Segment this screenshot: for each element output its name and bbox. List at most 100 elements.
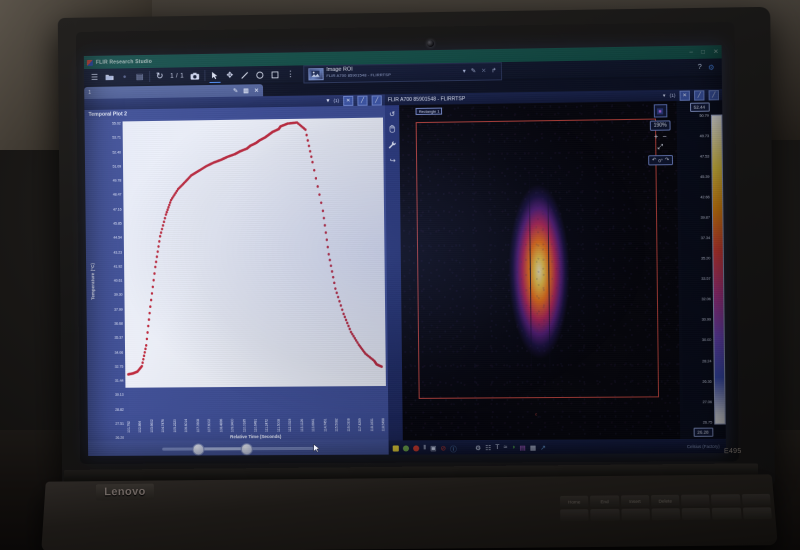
window-controls[interactable]: – □ ✕: [689, 45, 718, 59]
x-tick: 108.4896: [218, 418, 223, 433]
levels-icon[interactable]: ☷: [485, 444, 492, 452]
edit-icon[interactable]: ✎: [470, 68, 477, 75]
folder-open-icon[interactable]: [102, 69, 117, 84]
info-icon[interactable]: ⓘ: [450, 445, 457, 453]
scale-min-label[interactable]: 26.28: [693, 428, 713, 437]
key[interactable]: [651, 508, 681, 521]
histogram-icon[interactable]: ▤: [519, 444, 526, 452]
move-tool-icon[interactable]: ✥: [226, 70, 234, 80]
edit-icon[interactable]: ╱: [694, 89, 705, 101]
plot-canvas[interactable]: [122, 117, 386, 388]
data-point: [166, 205, 170, 209]
image-roi-chip[interactable]: Image ROI FLIR A700 85901548 - FLIRRTSP …: [302, 61, 502, 84]
key[interactable]: Insert: [620, 495, 650, 507]
no-entry-icon[interactable]: ⊘: [440, 444, 447, 452]
help-icon[interactable]: ?: [697, 63, 702, 72]
fit-to-screen-icon[interactable]: ⤢: [657, 143, 664, 152]
hand-pan-icon[interactable]: [388, 124, 396, 134]
plot-title: Temporal Plot 2: [88, 111, 128, 118]
close-icon[interactable]: ✕: [343, 95, 354, 106]
zoom-level[interactable]: 190%: [649, 120, 672, 131]
slider-track[interactable]: [162, 443, 314, 456]
scale-tick: 30.00: [701, 338, 712, 343]
file-icon[interactable]: ▤: [135, 72, 144, 82]
select-tool-icon[interactable]: [207, 68, 222, 83]
key[interactable]: [742, 507, 772, 520]
y-tick: 34.06: [114, 350, 124, 355]
scale-max-label[interactable]: 52.44: [689, 102, 710, 112]
data-point: [152, 278, 155, 281]
minimize-icon[interactable]: –: [689, 49, 693, 56]
camera-icon[interactable]: [187, 68, 202, 83]
key[interactable]: [590, 508, 620, 521]
key[interactable]: [712, 507, 742, 520]
line-tool-icon[interactable]: [237, 67, 252, 82]
text-tool-icon[interactable]: T: [495, 443, 500, 452]
edit-icon[interactable]: ✎: [233, 88, 239, 95]
share-icon[interactable]: ↱: [491, 68, 497, 75]
data-point: [257, 139, 260, 143]
rotation-control[interactable]: ↶ 0° ↷: [647, 154, 674, 166]
key[interactable]: Home: [560, 495, 589, 508]
key[interactable]: [560, 509, 589, 522]
close-icon[interactable]: ✕: [253, 87, 260, 94]
snapshot-icon[interactable]: ▣: [430, 444, 437, 452]
pause-icon[interactable]: ‖: [423, 444, 427, 452]
refresh-icon[interactable]: ↻: [155, 70, 164, 81]
chevron-down-icon[interactable]: ▾: [326, 98, 330, 105]
grid-icon[interactable]: ▦: [529, 444, 537, 452]
gear-icon[interactable]: ⚙: [707, 64, 715, 72]
y-tick: 37.99: [114, 307, 123, 312]
close-icon[interactable]: ✕: [679, 90, 690, 101]
slider-handle-right[interactable]: [240, 443, 253, 456]
key[interactable]: End: [590, 495, 619, 508]
key[interactable]: [681, 507, 711, 520]
key[interactable]: [620, 508, 650, 521]
chevron-down-icon[interactable]: ▾: [462, 68, 466, 75]
zoom-in-icon[interactable]: +: [653, 133, 659, 141]
data-point: [318, 193, 321, 196]
zoom-out-icon[interactable]: −: [662, 133, 667, 141]
close-icon[interactable]: ✕: [713, 49, 719, 56]
wrench-icon[interactable]: [388, 141, 396, 151]
data-point: [156, 249, 159, 253]
rotate-cw-icon[interactable]: ↷: [664, 157, 670, 164]
palette-icon[interactable]: [653, 104, 667, 118]
undo-icon[interactable]: ↺: [389, 111, 396, 119]
layout-grid-icon[interactable]: ▦: [243, 87, 249, 95]
menu-icon[interactable]: ☰: [90, 72, 99, 82]
trend-icon[interactable]: ↗: [540, 444, 546, 452]
status-dot-green[interactable]: [402, 444, 410, 452]
rect-tool-icon[interactable]: [268, 67, 283, 82]
unit-label[interactable]: Celsius (Factory): [686, 443, 720, 450]
wave-icon[interactable]: ≈: [503, 443, 508, 452]
keyboard-keys[interactable]: Home End Insert Delete: [560, 493, 774, 549]
rotate-ccw-icon[interactable]: ↶: [651, 157, 657, 164]
redo-icon[interactable]: ↪: [389, 157, 396, 165]
roi-rectangle[interactable]: [415, 118, 660, 399]
close-icon[interactable]: ✕: [481, 68, 487, 75]
more-options-icon[interactable]: ⋮: [286, 69, 295, 79]
data-point: [336, 295, 340, 299]
edit-icon[interactable]: ╱: [357, 95, 368, 106]
key[interactable]: [681, 494, 711, 507]
key[interactable]: Delete: [650, 494, 680, 507]
key[interactable]: [741, 493, 771, 506]
ellipse-tool-icon[interactable]: [252, 67, 267, 82]
palette-toggle-icon[interactable]: ◑: [511, 443, 516, 451]
thermal-image-viewport[interactable]: Rectangle 1 c 190% + −: [399, 100, 681, 441]
data-point: [151, 284, 154, 288]
maximize-icon[interactable]: □: [701, 49, 705, 56]
status-dot-yellow[interactable]: [392, 444, 399, 452]
record-icon[interactable]: ●: [122, 73, 127, 80]
data-point: [322, 216, 326, 220]
expand-icon[interactable]: ╱: [371, 94, 382, 106]
roi-label[interactable]: Rectangle 1: [415, 107, 443, 116]
time-range-slider[interactable]: [88, 439, 389, 457]
gear-icon[interactable]: ⚙: [475, 444, 482, 452]
key[interactable]: [711, 494, 741, 506]
slider-handle-left[interactable]: [192, 443, 205, 456]
expand-icon[interactable]: ╱: [708, 89, 720, 100]
record-dot-red[interactable]: [413, 444, 420, 451]
chevron-down-icon[interactable]: ▾: [662, 92, 666, 99]
